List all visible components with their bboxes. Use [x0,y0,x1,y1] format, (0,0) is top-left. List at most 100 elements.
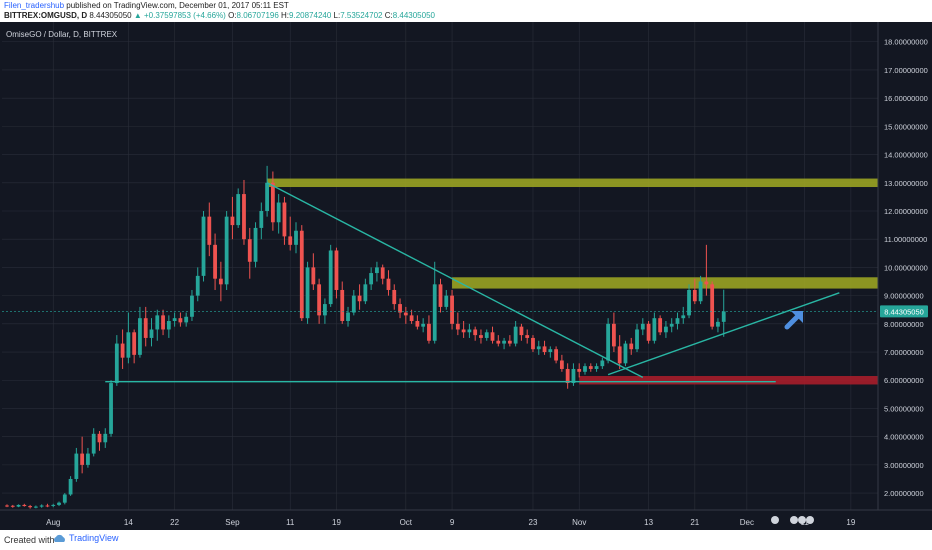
candle-body [716,321,720,327]
published-text: published on TradingView.com, December 0… [66,1,289,10]
flag-icon[interactable] [790,516,798,524]
candle-body [369,273,374,285]
candle-body [536,346,541,350]
candle-body [86,453,90,465]
flag-icon[interactable] [771,516,779,524]
candle-body [577,368,582,372]
candle-body [218,278,223,285]
price-tick-label: 7.00000000 [884,348,924,357]
candle-body [242,194,246,240]
candle-body [467,329,472,333]
candle-body [201,216,206,276]
price-tick-label: 13.00000000 [884,179,928,188]
time-tick-label: Aug [46,518,60,527]
price-tick-label: 16.00000000 [884,94,928,103]
zone-rect [267,178,879,188]
candle-body [253,227,258,262]
price-tick-label: 8.00000000 [884,320,924,329]
candle-body [507,340,512,344]
low-label: L: [333,11,341,20]
flag-icon[interactable] [798,516,806,524]
price-chart[interactable]: 18.00000000 17.00000000 16.00000000 15.0000… [0,22,932,530]
candle-body [623,343,628,364]
candle-body [669,323,674,327]
time-tick-label: 22 [170,518,179,527]
price-tick-label: 11.00000000 [884,235,927,244]
candle-body [640,323,645,330]
candle-body [34,506,38,508]
candle-body [80,453,85,465]
candle-body [415,321,420,327]
candle-body [554,349,558,361]
candle-body [386,278,391,290]
time-tick-label: 9 [450,518,455,527]
candle-body [600,360,605,367]
candle-body [149,329,154,338]
time-tick-label: 11 [286,518,295,527]
candle-body [392,289,397,305]
candle-body [490,332,495,341]
candle-body [207,216,212,245]
flag-icon[interactable] [806,516,814,524]
candle-body [479,335,483,338]
price-axis-labels: 18.00000000 17.00000000 16.00000000 15.0000… [884,38,928,498]
candle-body [675,318,680,324]
candle-body [51,504,56,506]
candle-body [282,202,287,237]
price-tick-label: 15.00000000 [884,122,928,131]
candle-body [692,289,697,302]
tradingview-brand[interactable]: TradingView [52,533,119,543]
cloud-icon [54,534,65,542]
last-price: 8.44305050 [89,11,132,20]
candle-body [259,210,264,228]
candle-body [409,315,414,322]
candle-body [276,202,281,223]
candle-body [74,453,79,479]
candle-body [172,318,177,322]
candle-body [646,323,651,341]
zone-rect [452,277,878,289]
high-label: H: [281,11,290,20]
candle-body [357,295,362,302]
symbol-label: BITTREX:OMGUSD, D [4,11,88,20]
candle-body [288,236,293,245]
zones [267,178,879,385]
grid-lines [2,22,878,510]
candle-body [45,505,50,507]
author-link[interactable]: Filen_tradershub [4,1,65,10]
candle-body [270,182,275,223]
candle-body [583,366,587,372]
chart-area[interactable]: 18.00000000 17.00000000 16.00000000 15.0000… [0,22,932,530]
publish-header: Filen_tradershub published on TradingVie… [0,0,932,22]
candles [5,165,726,509]
brand-label: TradingView [69,533,119,543]
candle-body [548,349,553,353]
candle-body [444,295,449,307]
candle-body [346,312,350,322]
candle-body [704,281,709,285]
candle-body [190,295,194,317]
candle-body [305,267,310,319]
candle-body [126,332,131,358]
candle-body [28,506,33,508]
candle-body [664,326,668,333]
candle-body [617,346,622,364]
open-value: 8.06707196 [236,11,279,20]
candle-body [525,335,530,338]
candle-body [184,316,189,323]
event-flags[interactable] [771,516,814,524]
time-tick-label: 19 [846,518,855,527]
candle-body [97,433,102,443]
candle-body [91,433,96,454]
price-axis[interactable] [878,22,932,510]
candle-body [721,311,726,322]
candle-body [606,323,611,361]
candle-body [455,323,460,330]
candle-body [612,323,616,347]
time-tick-label: 21 [690,518,699,527]
price-tick-label: 10.00000000 [884,263,928,272]
candle-body [68,478,73,495]
candle-body [224,216,229,285]
candle-body [496,340,501,344]
candle-body [161,315,165,330]
